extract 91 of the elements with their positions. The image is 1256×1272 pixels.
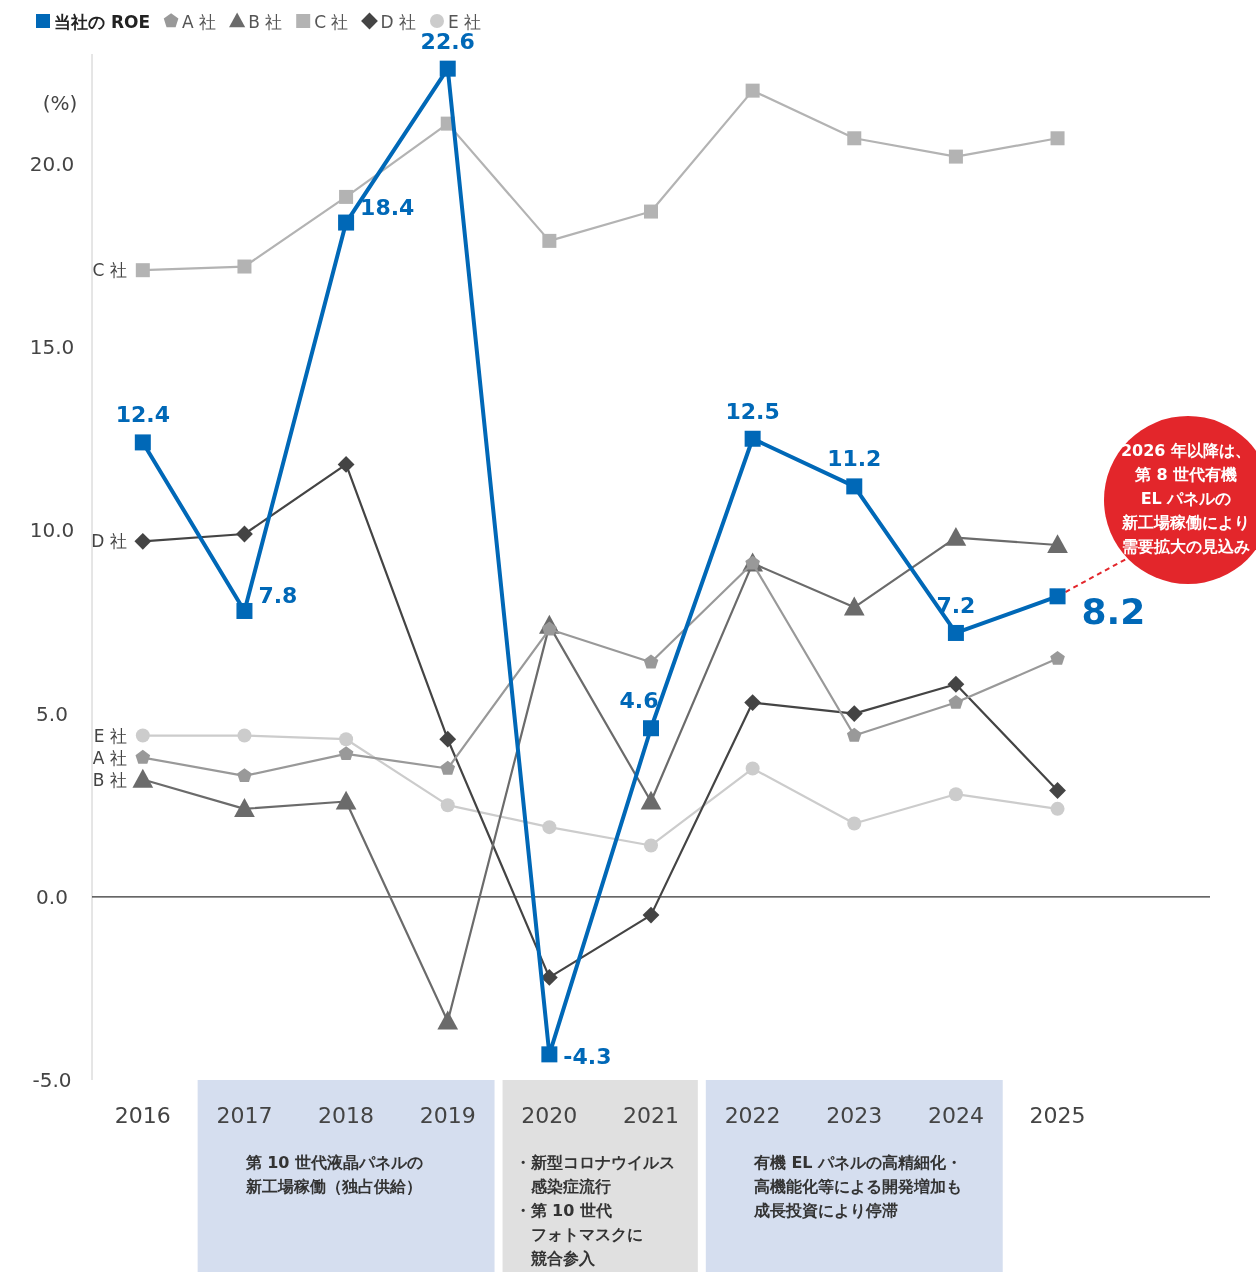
point: [236, 525, 253, 543]
point: [744, 694, 762, 711]
point: [134, 434, 151, 451]
y-tick-label: 15.0: [29, 335, 75, 360]
point: [1049, 782, 1066, 799]
point: [948, 694, 964, 709]
point: [437, 1010, 459, 1030]
text: C 社: [92, 260, 127, 281]
legend-label: A 社: [182, 12, 217, 32]
x-tick-label: 2017: [216, 1103, 273, 1128]
x-tick-label: 2022: [724, 1103, 781, 1128]
point: [439, 730, 457, 748]
point: [338, 746, 354, 761]
point: [846, 478, 863, 495]
point: [440, 798, 455, 813]
point: [948, 149, 963, 164]
point: [135, 263, 150, 278]
y-tick-label: 0.0: [36, 884, 68, 909]
point: [440, 760, 456, 775]
point: [132, 768, 154, 788]
point: [439, 60, 456, 77]
point: [947, 675, 965, 693]
y-tick-label: 5.0: [36, 701, 68, 726]
point: [542, 233, 557, 248]
point: [337, 456, 355, 473]
data-label: 18.4: [360, 194, 415, 220]
legend-label: 当社の ROE: [54, 12, 151, 32]
x-tick-label: 2025: [1029, 1103, 1086, 1128]
point: [237, 768, 252, 783]
x-tick-label: 2020: [521, 1103, 578, 1128]
y-tick-label: 20.0: [29, 151, 75, 176]
annotation: 2026 年以降は、第 8 世代有機EL パネルの新工場稼働により需要拡大の見込み: [1120, 441, 1252, 556]
point: [745, 761, 760, 776]
point: [135, 749, 151, 764]
point: [744, 430, 761, 447]
data-label: 12.4: [115, 402, 170, 428]
point: [643, 654, 659, 669]
point: [1050, 801, 1065, 816]
point: [948, 787, 963, 802]
legend-label: D 社: [380, 12, 416, 32]
point: [847, 816, 862, 831]
legend-label: C 社: [314, 12, 349, 32]
point: [237, 728, 252, 743]
point: [237, 259, 252, 274]
text: B 社: [92, 769, 127, 790]
data-label: 12.5: [725, 398, 780, 424]
data-label: 11.2: [827, 446, 882, 472]
point: [745, 83, 760, 98]
point: [1050, 131, 1065, 146]
x-tick-label: 2018: [318, 1103, 375, 1128]
point: [134, 532, 152, 550]
point: [846, 727, 862, 742]
point: [644, 838, 658, 853]
point: [644, 204, 658, 219]
point: [339, 732, 354, 747]
point: [847, 131, 862, 146]
point: [338, 214, 355, 231]
legend-label: B 社: [248, 12, 283, 32]
data-label: -4.3: [563, 1044, 612, 1070]
y-tick-label: -5.0: [32, 1068, 72, 1092]
x-tick-label: 2016: [114, 1103, 171, 1128]
text: A 社: [92, 747, 127, 768]
point: [945, 526, 967, 546]
data-label: 7.2: [936, 592, 976, 618]
text: D 社: [91, 531, 127, 552]
legend-label: E 社: [447, 12, 482, 32]
point: [642, 906, 660, 924]
x-tick-label: 2021: [623, 1103, 679, 1128]
point: [640, 790, 662, 810]
point: [236, 602, 253, 619]
point: [234, 798, 255, 817]
point: [335, 790, 357, 810]
point: [643, 720, 659, 737]
point: [843, 596, 865, 616]
text: E 社: [93, 725, 127, 746]
point: [542, 820, 557, 835]
point: [339, 189, 354, 204]
x-tick-label: 2019: [419, 1103, 476, 1128]
point: [947, 624, 964, 641]
point: [845, 705, 863, 722]
point: [135, 728, 150, 743]
data-label: 7.8: [258, 582, 298, 608]
point: [1049, 588, 1066, 605]
point: [541, 1046, 558, 1063]
point: [1050, 650, 1065, 665]
point: [1047, 534, 1068, 554]
data-label: 4.6: [619, 688, 659, 714]
y-axis-title: (%): [42, 91, 78, 115]
x-tick-label: 2024: [927, 1103, 984, 1128]
x-tick-label: 2023: [826, 1103, 883, 1128]
y-tick-label: 10.0: [29, 518, 75, 543]
